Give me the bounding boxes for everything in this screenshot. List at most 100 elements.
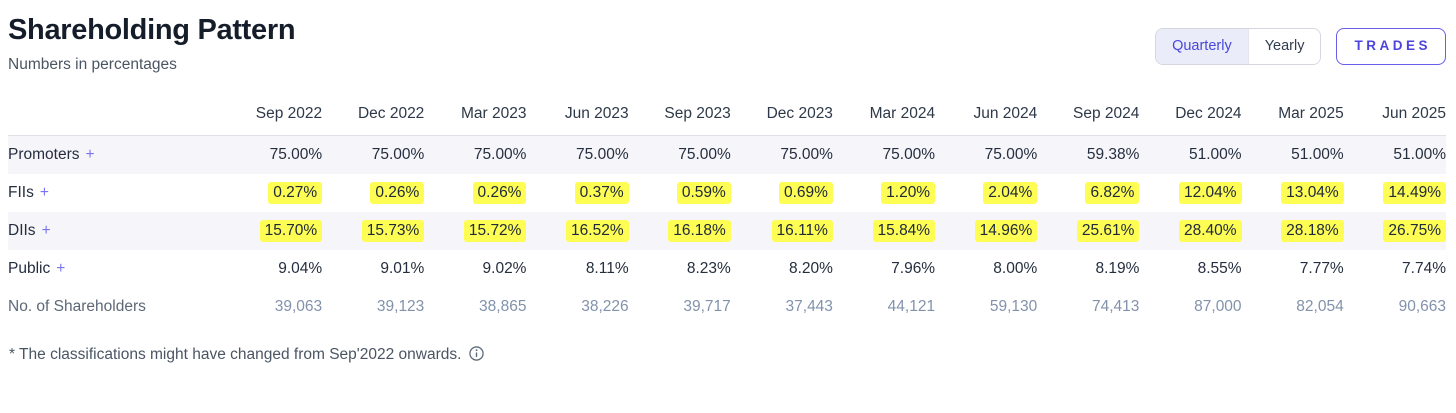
value: 39,717 <box>683 297 731 315</box>
trades-button[interactable]: TRADES <box>1336 28 1446 66</box>
value: 38,226 <box>581 297 629 315</box>
highlighted-value: 6.82% <box>1085 181 1140 204</box>
value: 74,413 <box>1091 297 1140 315</box>
highlighted-value: 15.70% <box>259 219 323 242</box>
highlighted-value: 14.49% <box>1383 181 1446 204</box>
header-controls: Quarterly Yearly TRADES <box>1155 28 1446 66</box>
value-cell: 6.82% <box>1037 174 1140 212</box>
quarter-header: Mar 2024 <box>832 95 936 137</box>
value: 75.00% <box>780 146 833 164</box>
shareholding-table: Sep 2022 Dec 2022 Mar 2023 Jun 2023 Sep 2023… <box>8 95 1446 326</box>
value-cell: 0.37% <box>526 174 629 212</box>
value-cell: 14.96% <box>935 212 1038 250</box>
highlighted-value: 16.18% <box>668 219 731 242</box>
quarter-header: Sep 2022 <box>220 95 323 137</box>
label-column-header <box>8 95 220 137</box>
expand-plus-icon[interactable]: + <box>85 146 95 164</box>
value: 51.00% <box>1291 146 1344 164</box>
highlighted-value: 12.04% <box>1178 181 1242 204</box>
highlighted-value: 13.04% <box>1281 181 1344 204</box>
page-title: Shareholding Pattern <box>8 14 296 46</box>
value-cell: 8.55% <box>1139 250 1242 288</box>
value-cell: 26.75% <box>1344 212 1446 250</box>
toggle-quarterly[interactable]: Quarterly <box>1156 29 1248 65</box>
value-cell: 51.00% <box>1344 136 1446 174</box>
value-cell: 14.49% <box>1344 174 1446 212</box>
value-cell: 0.26% <box>424 174 527 212</box>
value: 9.02% <box>482 259 527 277</box>
value-cell: 87,000 <box>1139 288 1241 326</box>
row-label-promoters[interactable]: Promoters + <box>8 146 95 164</box>
value-cell: 9.02% <box>424 250 527 288</box>
value: 75.00% <box>678 146 731 164</box>
value: 7.77% <box>1299 259 1344 277</box>
value-cell: 75.00% <box>220 136 323 174</box>
highlighted-value: 0.37% <box>574 181 629 204</box>
row-label-public[interactable]: Public + <box>8 260 65 278</box>
table-row: FIIs +0.27% 0.26% 0.26% 0.37% 0.59% 0.69% 1.20%… <box>8 174 1446 212</box>
value: 38,865 <box>479 297 527 315</box>
value: 9.01% <box>380 259 425 277</box>
value-cell: 51.00% <box>1139 136 1242 174</box>
section-header: Shareholding Pattern Numbers in percenta… <box>8 14 1446 74</box>
value-cell: 7.74% <box>1344 250 1446 288</box>
value: 8.19% <box>1095 259 1140 277</box>
value: 8.55% <box>1197 259 1242 277</box>
table-row: DIIs +15.70% 15.73% 15.72% 16.52% 16.18% 16.11… <box>8 211 1446 250</box>
value: 82,054 <box>1296 297 1344 315</box>
quarter-header: Mar 2025 <box>1241 95 1344 137</box>
row-label-cell: DIIs + <box>8 212 220 250</box>
highlighted-value: 15.72% <box>463 219 527 242</box>
quarter-header: Jun 2024 <box>935 95 1038 137</box>
value-cell: 28.40% <box>1139 212 1242 250</box>
quarter-header: Mar 2023 <box>424 95 527 137</box>
highlighted-value: 0.27% <box>268 181 323 204</box>
highlighted-value: 28.40% <box>1178 219 1242 242</box>
expand-plus-icon[interactable]: + <box>39 183 49 201</box>
row-label-text: No. of Shareholders <box>8 297 146 315</box>
value: 7.74% <box>1402 259 1446 277</box>
value: 90,663 <box>1398 297 1446 315</box>
expand-plus-icon[interactable]: + <box>41 221 51 239</box>
highlighted-value: 2.04% <box>983 181 1038 204</box>
row-label-text: DIIs <box>8 221 36 239</box>
row-label-cell: Promoters + <box>8 136 220 174</box>
value-cell: 51.00% <box>1242 136 1344 174</box>
value: 39,123 <box>376 297 425 315</box>
value-cell: 74,413 <box>1037 288 1139 326</box>
highlighted-value: 0.26% <box>472 181 527 204</box>
value-cell: 0.27% <box>220 174 323 212</box>
expand-plus-icon[interactable]: + <box>56 259 66 277</box>
value: 51.00% <box>1393 146 1446 164</box>
highlighted-value: 16.11% <box>771 219 833 242</box>
value-cell: 7.96% <box>833 250 935 288</box>
value-cell: 28.18% <box>1242 212 1344 250</box>
value-cell: 75.00% <box>629 136 731 174</box>
value-cell: 16.18% <box>629 212 731 250</box>
highlighted-value: 26.75% <box>1383 219 1446 242</box>
highlighted-value: 0.69% <box>778 181 833 204</box>
info-circle-icon[interactable] <box>469 346 485 366</box>
table-row: Promoters +75.00% 75.00% 75.00% 75.00% 75.00%… <box>8 135 1446 174</box>
value: 75.00% <box>576 146 629 164</box>
highlighted-value: 16.52% <box>566 219 629 242</box>
quarter-header: Jun 2025 <box>1343 95 1446 137</box>
value-cell: 37,443 <box>731 288 833 326</box>
value-cell: 16.52% <box>526 212 629 250</box>
value: 39,063 <box>274 297 323 315</box>
value-cell: 15.73% <box>322 212 425 250</box>
row-label-fiis[interactable]: FIIs + <box>8 184 49 202</box>
value: 7.96% <box>891 259 936 277</box>
highlighted-value: 25.61% <box>1076 219 1140 242</box>
value-cell: 7.77% <box>1242 250 1344 288</box>
value-cell: 39,123 <box>322 288 424 326</box>
row-label-cell: Public + <box>8 250 220 288</box>
value-cell: 8.00% <box>935 250 1037 288</box>
value-cell: 39,063 <box>220 288 322 326</box>
quarter-header: Sep 2024 <box>1037 95 1140 137</box>
value-cell: 15.84% <box>833 212 936 250</box>
toggle-yearly[interactable]: Yearly <box>1247 29 1321 65</box>
row-label-text: Public <box>8 259 51 277</box>
row-label-diis[interactable]: DIIs + <box>8 222 51 240</box>
footnote: * The classifications might have changed… <box>8 345 1446 366</box>
